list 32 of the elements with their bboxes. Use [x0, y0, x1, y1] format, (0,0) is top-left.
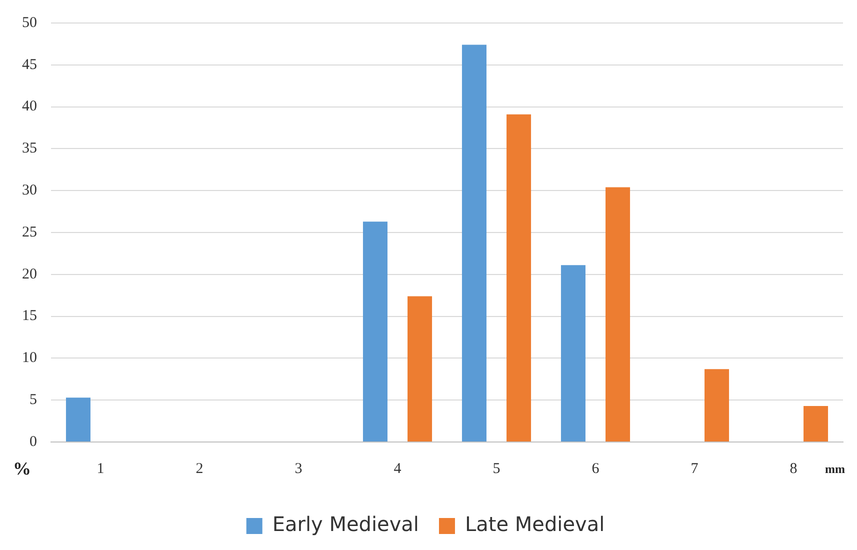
y-tick-label: 10: [22, 350, 37, 366]
bar: [462, 44, 486, 442]
x-tick-label: 7: [690, 460, 699, 477]
y-tick-label: 50: [22, 14, 37, 31]
y-tick-label: 20: [22, 266, 37, 282]
y-axis-title: %: [13, 458, 31, 479]
bar: [362, 222, 388, 442]
y-tick-label: 15: [22, 308, 37, 324]
x-tick-label: 1: [96, 460, 104, 477]
x-tick-label: 4: [394, 460, 402, 477]
bar: [704, 369, 730, 442]
bar: [560, 265, 586, 442]
bar: [66, 398, 90, 442]
x-tick-label: 2: [196, 460, 204, 477]
y-tick-label: 5: [30, 392, 37, 408]
x-axis-title: mm: [825, 462, 845, 476]
bar: [606, 187, 630, 442]
bar: [506, 114, 532, 442]
x-tick-label: 6: [592, 460, 600, 477]
x-tick-label: 8: [790, 460, 798, 477]
y-tick-label: 35: [22, 140, 37, 157]
y-tick-label: 25: [22, 224, 37, 240]
x-tick-label: 3: [294, 460, 302, 477]
bar: [804, 406, 828, 442]
y-tick-label: 45: [22, 56, 37, 73]
y-tick-label: 40: [22, 98, 37, 115]
x-tick-label: 5: [492, 460, 500, 477]
y-tick-label: 30: [22, 182, 37, 199]
bar: [408, 296, 432, 442]
y-tick-label: 0: [30, 434, 37, 450]
legend-label: Early Medieval: [272, 512, 419, 536]
legend-label: Late Medieval: [464, 512, 605, 536]
